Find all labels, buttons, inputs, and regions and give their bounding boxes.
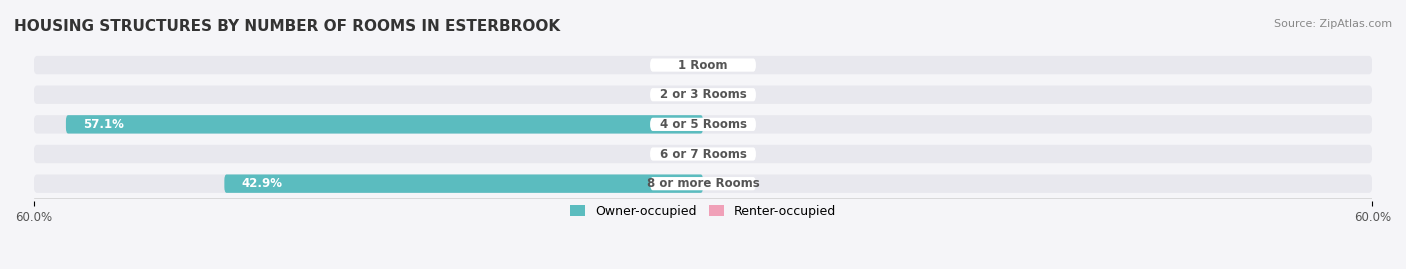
- FancyBboxPatch shape: [34, 56, 1372, 74]
- Text: 1 Room: 1 Room: [678, 59, 728, 72]
- FancyBboxPatch shape: [34, 115, 1372, 133]
- FancyBboxPatch shape: [34, 86, 1372, 104]
- FancyBboxPatch shape: [650, 147, 756, 161]
- Text: 0.0%: 0.0%: [720, 177, 749, 190]
- FancyBboxPatch shape: [650, 58, 756, 72]
- Text: 0.0%: 0.0%: [720, 59, 749, 72]
- FancyBboxPatch shape: [34, 145, 1372, 163]
- Text: 42.9%: 42.9%: [240, 177, 283, 190]
- Text: 0.0%: 0.0%: [657, 59, 686, 72]
- Text: 0.0%: 0.0%: [720, 147, 749, 161]
- FancyBboxPatch shape: [650, 118, 756, 131]
- Text: 4 or 5 Rooms: 4 or 5 Rooms: [659, 118, 747, 131]
- FancyBboxPatch shape: [650, 177, 756, 190]
- Text: 2 or 3 Rooms: 2 or 3 Rooms: [659, 88, 747, 101]
- FancyBboxPatch shape: [225, 175, 703, 193]
- Text: 8 or more Rooms: 8 or more Rooms: [647, 177, 759, 190]
- Text: 0.0%: 0.0%: [657, 88, 686, 101]
- Text: 0.0%: 0.0%: [657, 147, 686, 161]
- Text: 57.1%: 57.1%: [83, 118, 124, 131]
- Text: 0.0%: 0.0%: [720, 118, 749, 131]
- Text: 6 or 7 Rooms: 6 or 7 Rooms: [659, 147, 747, 161]
- Text: Source: ZipAtlas.com: Source: ZipAtlas.com: [1274, 19, 1392, 29]
- FancyBboxPatch shape: [650, 88, 756, 101]
- Legend: Owner-occupied, Renter-occupied: Owner-occupied, Renter-occupied: [565, 200, 841, 223]
- FancyBboxPatch shape: [34, 175, 1372, 193]
- FancyBboxPatch shape: [66, 115, 703, 133]
- Text: 0.0%: 0.0%: [720, 88, 749, 101]
- Text: HOUSING STRUCTURES BY NUMBER OF ROOMS IN ESTERBROOK: HOUSING STRUCTURES BY NUMBER OF ROOMS IN…: [14, 19, 560, 34]
